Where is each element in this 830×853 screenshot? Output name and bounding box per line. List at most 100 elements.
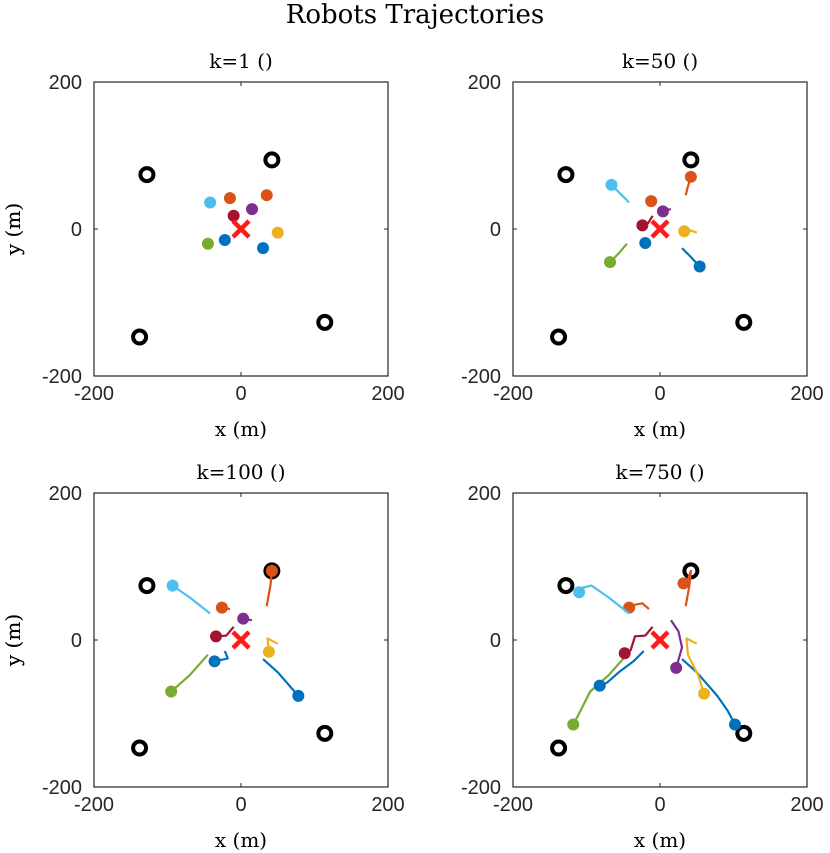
y-tick-label: -200 — [461, 366, 501, 388]
robot-position — [218, 234, 231, 247]
robot-position — [166, 579, 179, 592]
obstacle-marker — [557, 577, 575, 595]
robot-position — [670, 661, 683, 674]
x-tick-label: 0 — [235, 794, 246, 816]
robot-position — [271, 226, 284, 239]
x-tick-label: -200 — [74, 383, 114, 405]
robot-position — [201, 237, 214, 250]
robot-position — [604, 256, 617, 269]
subplot-title: k=1 () — [209, 49, 273, 73]
subplot-4: -200 0 200 200 0 -200 k=750 () x (m) y (m) — [1, 460, 824, 852]
robot-trajectory — [572, 653, 628, 726]
robot-position — [693, 260, 706, 273]
y-axis-label: y (m) — [1, 614, 25, 667]
x-tick-label: -200 — [74, 794, 114, 816]
x-axis-label: x (m) — [215, 417, 267, 441]
y-tick-label: -200 — [42, 366, 82, 388]
robot-position — [292, 689, 305, 702]
robot-position — [636, 219, 649, 232]
obstacle-marker — [682, 151, 700, 169]
target-stroke — [650, 630, 670, 650]
robot-position — [618, 647, 631, 660]
x-axis-label: x (m) — [215, 828, 267, 852]
y-tick-label: 0 — [490, 219, 501, 241]
y-axis-label: y (m) — [1, 203, 25, 256]
robot-position — [227, 209, 240, 222]
target-marker — [231, 630, 251, 650]
y-tick-label: 0 — [490, 630, 501, 652]
obstacle-marker — [316, 313, 334, 331]
target-stroke — [231, 630, 251, 650]
obstacle-marker — [557, 166, 575, 184]
robot-position — [257, 242, 270, 255]
robot-position — [210, 630, 223, 643]
y-tick-label: -200 — [461, 777, 501, 799]
robot-position — [165, 685, 178, 698]
x-tick-label: -200 — [493, 794, 533, 816]
robot-position — [639, 236, 652, 249]
obstacle-marker — [138, 577, 156, 595]
x-tick-label: -200 — [493, 383, 533, 405]
robot-position — [262, 645, 275, 658]
y-tick-label: 200 — [468, 72, 501, 94]
robot-position — [698, 687, 711, 700]
robot-position — [204, 196, 217, 209]
robot-position — [567, 718, 580, 731]
y-tick-label: 200 — [49, 72, 82, 94]
y-tick-label: 200 — [468, 483, 501, 505]
obstacle-marker — [735, 724, 753, 742]
robot-position — [260, 189, 273, 202]
robot-position — [208, 655, 221, 668]
x-tick-label: 200 — [790, 794, 823, 816]
robot-trajectory — [262, 658, 300, 697]
obstacle-marker — [316, 724, 334, 742]
robot-trajectory — [685, 637, 706, 695]
robot-position — [623, 601, 636, 614]
robot-trajectory — [681, 658, 736, 726]
x-tick-label: 200 — [790, 383, 823, 405]
obstacle-marker — [131, 739, 149, 757]
subplot-title: k=750 () — [615, 460, 704, 484]
robot-position — [215, 601, 228, 614]
x-tick-label: 200 — [371, 794, 404, 816]
subplot-1: -200 0 200 200 0 -200 k=1 () x (m) y (m) — [1, 49, 405, 441]
x-tick-label: 200 — [371, 383, 404, 405]
obstacle-marker — [138, 166, 156, 184]
target-stroke — [650, 219, 670, 239]
robot-position — [677, 577, 690, 590]
y-tick-label: 0 — [71, 219, 82, 241]
y-tick-label: 0 — [71, 630, 82, 652]
subplot-title: k=100 () — [196, 460, 285, 484]
target-marker — [650, 630, 670, 650]
robot-position — [593, 679, 606, 692]
robot-position — [246, 203, 259, 216]
target-stroke — [231, 219, 251, 239]
target-marker — [650, 219, 670, 239]
x-tick-label: 0 — [654, 794, 665, 816]
y-tick-label: 200 — [49, 483, 82, 505]
robot-position — [265, 564, 278, 577]
robot-position — [605, 178, 618, 191]
robot-position — [645, 195, 658, 208]
robot-trajectory — [670, 619, 684, 669]
obstacle-marker — [550, 328, 568, 346]
x-tick-label: 0 — [654, 383, 665, 405]
obstacle-marker — [131, 328, 149, 346]
x-axis-label: x (m) — [634, 828, 686, 852]
robot-position — [656, 205, 669, 218]
y-tick-label: -200 — [42, 777, 82, 799]
subplot-3: -200 0 200 200 0 -200 k=100 () x (m) y (m) — [1, 460, 405, 852]
obstacle-marker — [263, 151, 281, 169]
robot-position — [573, 586, 586, 599]
robot-position — [678, 225, 691, 238]
robot-position — [223, 192, 236, 205]
obstacle-marker — [735, 313, 753, 331]
subplot-2: -200 0 200 200 0 -200 k=50 () x (m) y (m) — [1, 49, 824, 441]
robot-position — [237, 612, 250, 625]
robot-position — [684, 170, 697, 183]
x-tick-label: 0 — [235, 383, 246, 405]
x-axis-label: x (m) — [634, 417, 686, 441]
y-axis-label: y (m) — [1, 203, 25, 256]
robot-trajectory — [170, 653, 209, 693]
